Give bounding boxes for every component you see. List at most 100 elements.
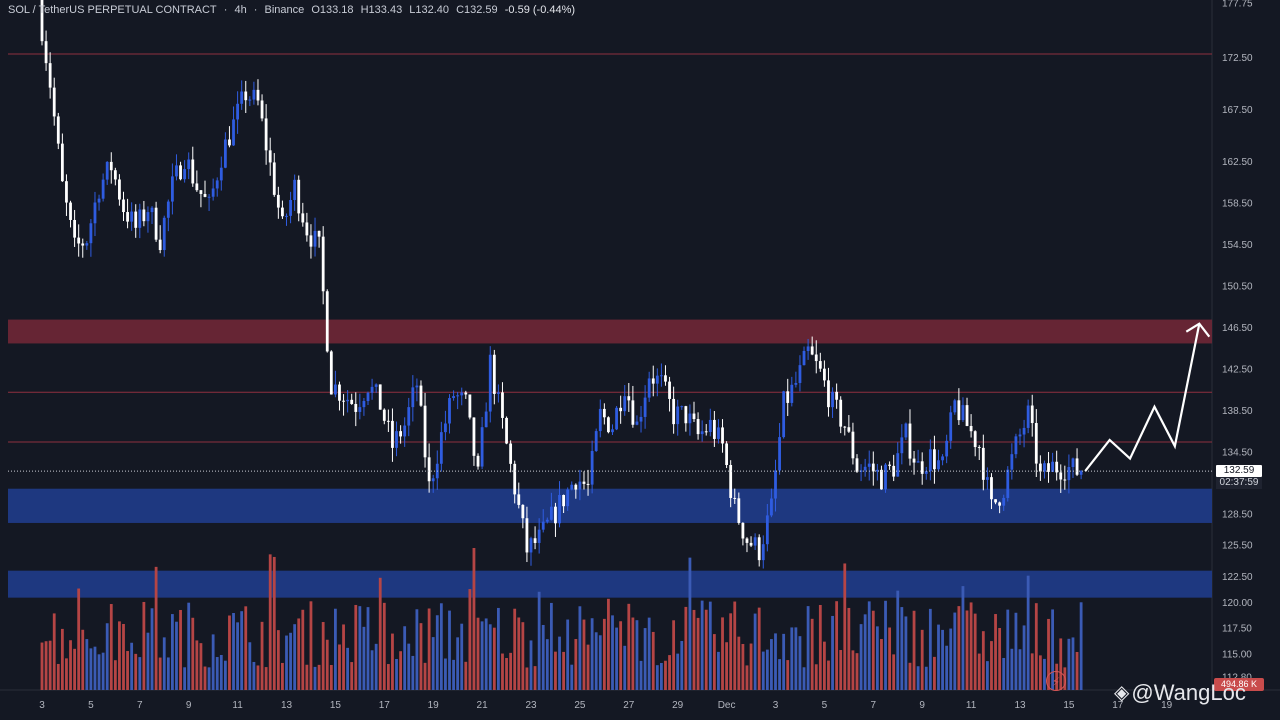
candle-body[interactable]: [586, 483, 590, 485]
candle-body[interactable]: [623, 396, 627, 412]
candle-body[interactable]: [342, 400, 345, 402]
candle-body[interactable]: [1014, 436, 1018, 455]
candle-body[interactable]: [655, 375, 659, 384]
candle-body[interactable]: [334, 384, 337, 395]
candle-body[interactable]: [313, 230, 317, 247]
candle-body[interactable]: [448, 398, 451, 424]
candle-body[interactable]: [969, 425, 973, 432]
candle-body[interactable]: [676, 406, 680, 425]
candle-body[interactable]: [183, 169, 187, 180]
candle-body[interactable]: [199, 190, 203, 194]
candle-body[interactable]: [994, 499, 997, 503]
candle-body[interactable]: [219, 167, 223, 181]
candle-body[interactable]: [378, 384, 382, 410]
candle-body[interactable]: [814, 354, 818, 362]
candle-body[interactable]: [179, 165, 182, 180]
candle-body[interactable]: [431, 478, 435, 482]
candle-body[interactable]: [175, 165, 178, 177]
candle-body[interactable]: [712, 419, 716, 439]
candle-body[interactable]: [521, 504, 525, 519]
candle-body[interactable]: [594, 431, 598, 451]
candle-body[interactable]: [668, 381, 671, 399]
candle-body[interactable]: [211, 188, 215, 197]
candle-body[interactable]: [130, 211, 134, 222]
candle-body[interactable]: [452, 396, 455, 399]
candle-body[interactable]: [338, 384, 341, 401]
candle-body[interactable]: [501, 392, 504, 418]
candle-body[interactable]: [977, 447, 981, 449]
candle-body[interactable]: [688, 413, 692, 424]
candle-body[interactable]: [40, 0, 44, 42]
candle-body[interactable]: [802, 350, 806, 366]
candle-body[interactable]: [806, 346, 810, 351]
candle-body[interactable]: [207, 196, 211, 198]
candle-body[interactable]: [981, 447, 985, 480]
candle-body[interactable]: [570, 484, 574, 490]
candle-body[interactable]: [374, 384, 378, 387]
candle-body[interactable]: [346, 399, 350, 402]
candle-body[interactable]: [289, 200, 292, 216]
candle-body[interactable]: [73, 219, 76, 238]
candle-body[interactable]: [468, 394, 472, 418]
candle-body[interactable]: [48, 63, 52, 88]
candle-body[interactable]: [774, 470, 777, 499]
candle-body[interactable]: [717, 427, 720, 439]
candle-body[interactable]: [101, 179, 105, 199]
candle-body[interactable]: [823, 368, 826, 381]
candle-body[interactable]: [831, 391, 834, 408]
candle-body[interactable]: [134, 211, 138, 228]
candle-body[interactable]: [321, 236, 325, 292]
candle-body[interactable]: [635, 421, 639, 425]
candle-body[interactable]: [1022, 427, 1026, 435]
candle-body[interactable]: [370, 386, 374, 393]
candle-body[interactable]: [660, 375, 663, 377]
candle-body[interactable]: [1038, 463, 1042, 472]
candle-body[interactable]: [513, 463, 517, 495]
candle-body[interactable]: [362, 401, 366, 408]
candle-body[interactable]: [476, 455, 480, 467]
candle-body[interactable]: [884, 464, 887, 490]
candle-body[interactable]: [1059, 472, 1063, 480]
candle-body[interactable]: [798, 365, 802, 383]
candle-body[interactable]: [444, 423, 447, 433]
candle-body[interactable]: [223, 139, 227, 168]
candle-body[interactable]: [937, 460, 940, 470]
candle-body[interactable]: [81, 243, 85, 246]
candle-body[interactable]: [916, 461, 920, 463]
candle-body[interactable]: [232, 119, 235, 146]
candle-body[interactable]: [859, 470, 863, 472]
candle-body[interactable]: [293, 179, 297, 201]
candle-body[interactable]: [757, 537, 761, 561]
candle-body[interactable]: [492, 354, 496, 394]
candle-body[interactable]: [692, 413, 696, 420]
candle-body[interactable]: [590, 450, 594, 485]
candle-body[interactable]: [252, 89, 256, 100]
candle-body[interactable]: [97, 198, 101, 203]
candle-body[interactable]: [264, 118, 268, 151]
candle-body[interactable]: [737, 498, 741, 523]
candle-body[interactable]: [85, 243, 89, 246]
projection-path[interactable]: [1084, 323, 1201, 472]
candle-body[interactable]: [843, 426, 847, 428]
candle-body[interactable]: [1002, 497, 1006, 506]
candle-body[interactable]: [749, 542, 753, 546]
candle-body[interactable]: [1034, 423, 1038, 464]
candle-body[interactable]: [582, 481, 586, 484]
candle-body[interactable]: [411, 387, 415, 408]
candle-body[interactable]: [790, 384, 794, 403]
candle-body[interactable]: [240, 91, 244, 104]
candle-body[interactable]: [537, 529, 541, 543]
candle-body[interactable]: [1018, 434, 1022, 437]
candle-body[interactable]: [545, 519, 549, 522]
candle-body[interactable]: [611, 429, 614, 433]
candle-body[interactable]: [203, 193, 207, 197]
candle-body[interactable]: [562, 494, 565, 507]
candle-body[interactable]: [158, 239, 162, 251]
candle-body[interactable]: [1047, 463, 1050, 472]
candle-body[interactable]: [941, 456, 944, 461]
candle-body[interactable]: [631, 400, 635, 425]
candle-body[interactable]: [329, 351, 333, 395]
candle-body[interactable]: [1071, 458, 1075, 468]
candle-body[interactable]: [875, 469, 879, 472]
